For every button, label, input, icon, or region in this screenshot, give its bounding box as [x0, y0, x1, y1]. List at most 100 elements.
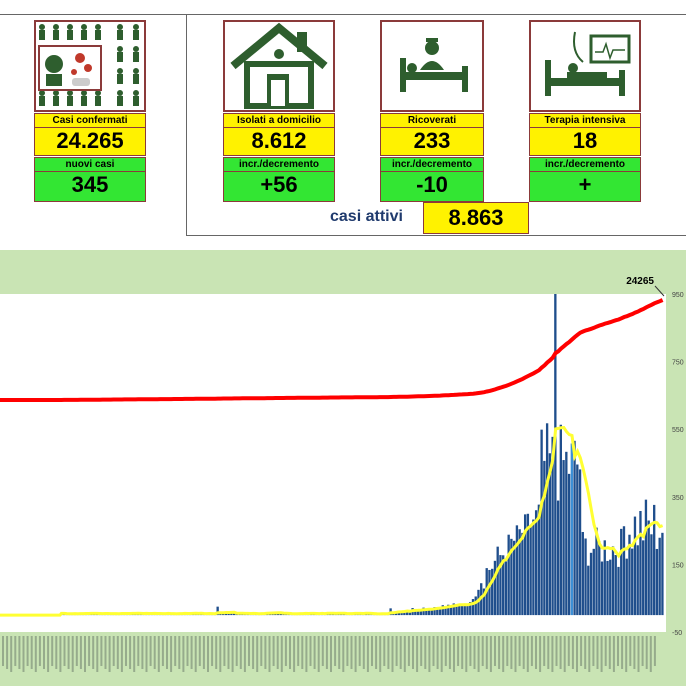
x-axis-date-label	[280, 636, 283, 672]
x-axis-date-label	[2, 636, 4, 666]
x-axis-date-label	[407, 636, 410, 666]
x-axis-date-label	[22, 636, 25, 672]
x-axis-date-label	[424, 636, 427, 669]
bar	[419, 610, 422, 616]
bar	[595, 527, 598, 616]
bar	[540, 429, 543, 616]
x-axis-date-label	[535, 636, 537, 669]
x-axis-date-label	[461, 636, 464, 669]
bar	[543, 460, 546, 616]
card-ricoverati-delta-value: -10	[380, 172, 484, 202]
x-axis-date-label	[498, 636, 501, 669]
x-axis-date-label	[63, 636, 66, 666]
x-axis-date-label	[59, 636, 62, 672]
x-axis-date-label	[215, 636, 218, 669]
bar	[611, 546, 615, 616]
x-axis-date-label	[641, 636, 644, 666]
x-axis-date-label	[338, 636, 341, 669]
x-axis-date-label	[153, 636, 156, 669]
x-axis-date-label	[375, 636, 378, 669]
x-axis-date-label	[457, 636, 460, 666]
x-axis-date-label	[379, 636, 382, 672]
x-axis-date-label	[38, 636, 41, 666]
x-axis-date-label	[526, 636, 529, 672]
x-axis-date-label	[481, 636, 484, 666]
x-axis-date-label	[252, 636, 255, 669]
chart-area: 950 750 550 350 150 -50 24265	[0, 250, 686, 686]
x-axis-date-label	[272, 636, 275, 666]
x-axis-date-label	[231, 636, 234, 672]
crowd-infection-icon	[34, 20, 146, 112]
x-axis-date-label	[321, 636, 324, 666]
x-axis-date-label	[547, 636, 550, 669]
bar	[282, 614, 285, 616]
bar	[562, 460, 565, 616]
card-ricoverati-label: Ricoverati	[380, 113, 484, 128]
x-axis-date-label	[334, 636, 337, 666]
bar	[570, 443, 573, 616]
x-axis-date-label	[485, 636, 488, 669]
bar	[463, 604, 466, 616]
x-axis-date-label	[149, 636, 152, 666]
bar	[425, 609, 428, 616]
x-axis-date-label	[133, 636, 136, 672]
x-axis-date-label	[551, 636, 554, 672]
right-axis-tick-5: -50	[672, 630, 682, 637]
x-axis-date-label	[366, 636, 369, 672]
bar	[460, 605, 464, 616]
bar	[400, 612, 403, 616]
x-axis-date-label	[43, 636, 45, 669]
x-axis-date-label	[473, 636, 476, 669]
bar	[581, 531, 584, 616]
bar	[567, 473, 571, 616]
bar	[573, 440, 576, 616]
bar	[444, 606, 447, 616]
x-axis-date-label	[194, 636, 197, 672]
x-axis-date-label	[10, 636, 13, 672]
bar	[559, 424, 562, 616]
x-axis-date-label	[84, 636, 86, 672]
bar	[587, 565, 590, 616]
x-axis-date-label	[387, 636, 390, 669]
bar	[617, 566, 620, 616]
chart-svg: 950 750 550 350 150 -50 24265	[0, 276, 684, 672]
x-axis-date-label	[633, 636, 636, 669]
vertical-divider	[186, 14, 187, 236]
bar	[554, 294, 557, 616]
x-axis-date-label	[600, 636, 603, 672]
x-axis-date-label	[145, 636, 148, 672]
bar	[422, 607, 425, 616]
bar	[493, 560, 497, 616]
bar	[488, 569, 491, 616]
x-axis-date-label	[432, 636, 435, 666]
bar	[436, 607, 439, 616]
x-axis-date-label	[617, 636, 619, 666]
bar	[416, 610, 420, 616]
bar	[447, 604, 450, 616]
x-axis-date-label	[202, 636, 205, 669]
x-axis-date-label	[170, 636, 173, 672]
x-axis-date-label	[555, 636, 558, 666]
x-axis-date-label	[420, 636, 423, 666]
bar	[502, 555, 505, 616]
x-axis-date-label	[350, 636, 353, 669]
x-axis-date-label	[580, 636, 583, 666]
bar	[474, 596, 477, 616]
x-axis-date-label	[211, 636, 214, 666]
x-axis-date-label	[346, 636, 349, 666]
top-border	[0, 14, 686, 15]
bar	[633, 516, 637, 616]
bar	[405, 610, 409, 616]
x-axis-date-label	[362, 636, 365, 669]
x-axis-date-label	[305, 636, 308, 672]
x-axis-date-label	[317, 636, 320, 672]
house-icon	[223, 20, 335, 112]
x-axis-date-label	[30, 636, 33, 669]
bar	[628, 534, 631, 616]
x-axis-date-label	[522, 636, 525, 669]
bar	[430, 608, 433, 616]
x-axis-date-label	[391, 636, 394, 672]
bar	[458, 604, 461, 616]
x-axis-date-label	[629, 636, 632, 666]
bar	[537, 504, 541, 616]
